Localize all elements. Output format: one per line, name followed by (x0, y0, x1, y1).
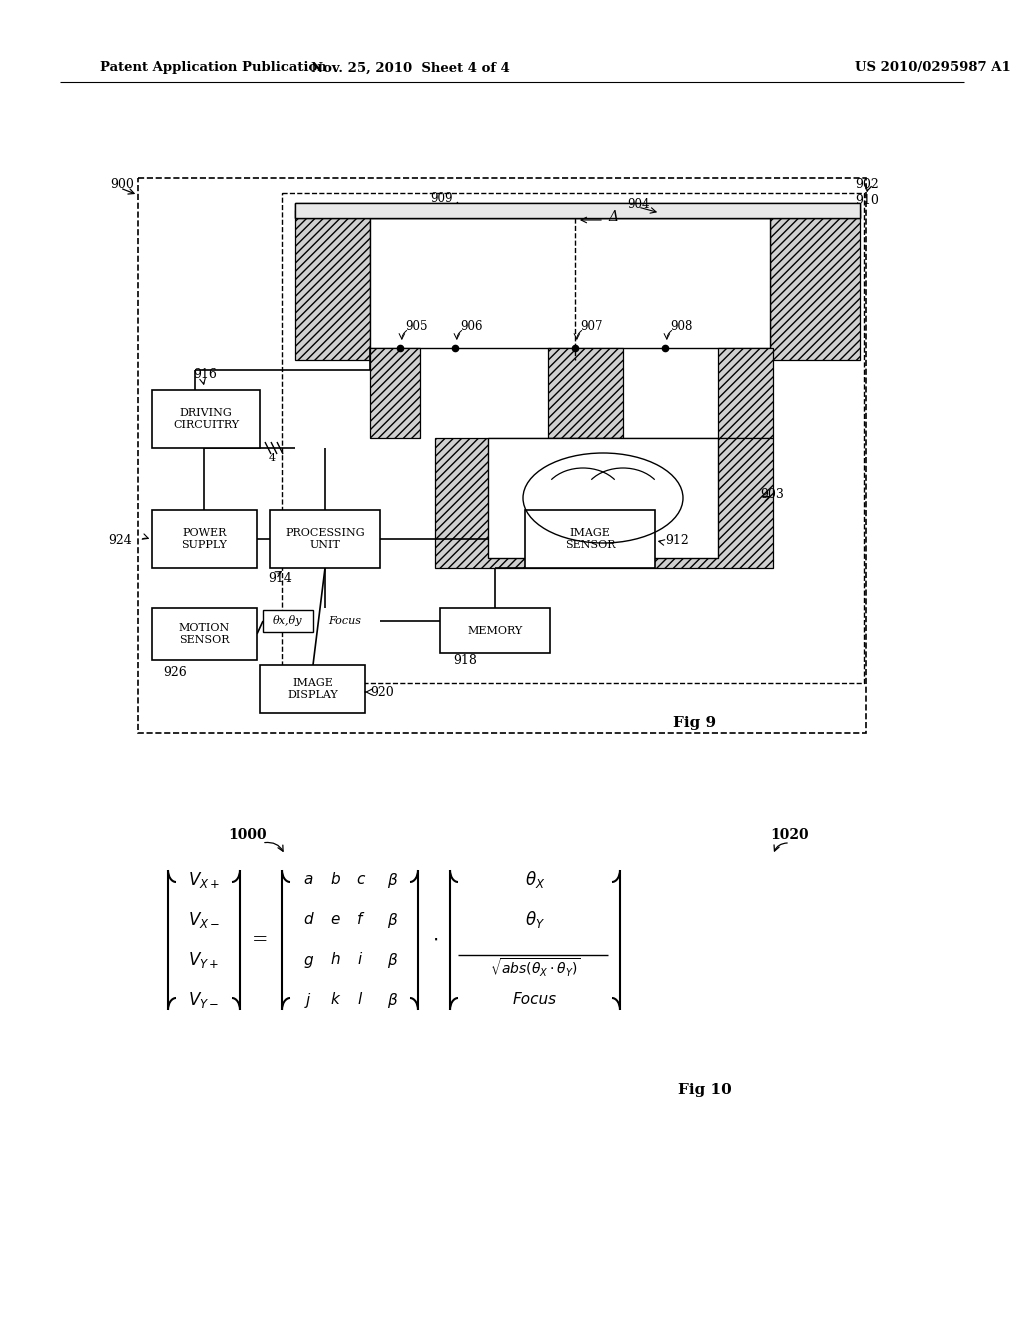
Bar (435, 438, 773, 568)
Text: 910: 910 (855, 194, 879, 206)
Text: Fig 10: Fig 10 (678, 1082, 732, 1097)
Text: Patent Application Publication: Patent Application Publication (100, 62, 327, 74)
Text: 912: 912 (665, 533, 689, 546)
Text: 904: 904 (627, 198, 649, 211)
Text: h: h (330, 953, 340, 968)
Text: $V_{X-}$: $V_{X-}$ (188, 909, 220, 931)
Bar (282, 193, 864, 682)
Bar (270, 510, 380, 568)
Text: $\beta$: $\beta$ (387, 950, 398, 969)
Text: IMAGE
DISPLAY: IMAGE DISPLAY (287, 678, 338, 700)
Text: f: f (357, 912, 362, 928)
Bar (152, 510, 257, 568)
Text: e: e (331, 912, 340, 928)
Bar (440, 609, 550, 653)
Text: θx,θy: θx,θy (273, 615, 303, 627)
Text: 906: 906 (460, 319, 482, 333)
Text: 908: 908 (670, 319, 692, 333)
Bar (548, 348, 623, 438)
Text: c: c (355, 873, 365, 887)
Text: g: g (303, 953, 312, 968)
Text: i: i (357, 953, 362, 968)
Text: $\sqrt{abs(\theta_X \cdot \theta_Y)}$: $\sqrt{abs(\theta_X \cdot \theta_Y)}$ (489, 957, 581, 979)
Text: 916: 916 (194, 367, 217, 380)
Text: b: b (330, 873, 340, 887)
Text: 1020: 1020 (771, 828, 809, 842)
Text: MOTION
SENSOR: MOTION SENSOR (179, 623, 230, 644)
Text: j: j (306, 993, 310, 1007)
Bar (295, 210, 370, 360)
Text: $\theta_Y$: $\theta_Y$ (525, 909, 545, 931)
Text: 905: 905 (406, 319, 427, 333)
Text: 903: 903 (760, 488, 784, 502)
Text: Focus: Focus (513, 993, 557, 1007)
Text: 1000: 1000 (228, 828, 267, 842)
Text: 918: 918 (453, 653, 477, 667)
Bar (263, 610, 313, 632)
Text: =: = (252, 931, 268, 949)
Text: POWER
SUPPLY: POWER SUPPLY (181, 528, 227, 550)
Text: Fig 9: Fig 9 (674, 715, 717, 730)
Bar (718, 348, 773, 438)
Bar (770, 210, 860, 360)
Text: Δ: Δ (608, 210, 618, 224)
Text: d: d (303, 912, 312, 928)
Text: 909: 909 (430, 193, 453, 206)
Text: US 2010/0295987 A1: US 2010/0295987 A1 (855, 62, 1011, 74)
Text: 920: 920 (370, 685, 394, 698)
Bar (152, 609, 257, 660)
Text: 4: 4 (268, 453, 275, 463)
Text: $\beta$: $\beta$ (387, 911, 398, 929)
Text: $V_{Y-}$: $V_{Y-}$ (188, 990, 219, 1010)
Text: 902: 902 (855, 178, 879, 191)
Text: 900: 900 (110, 178, 134, 191)
Text: 924: 924 (109, 533, 132, 546)
Text: a: a (303, 873, 312, 887)
Text: 914: 914 (268, 572, 292, 585)
Bar (370, 218, 770, 348)
Text: $\cdot$: $\cdot$ (432, 931, 438, 949)
Text: PROCESSING
UNIT: PROCESSING UNIT (286, 528, 365, 550)
Text: MEMORY: MEMORY (467, 626, 522, 635)
Bar (488, 438, 718, 558)
Bar (525, 510, 655, 568)
Bar (260, 665, 365, 713)
Text: k: k (331, 993, 339, 1007)
Text: IMAGE
SENSOR: IMAGE SENSOR (565, 528, 615, 550)
Text: $\beta$: $\beta$ (387, 870, 398, 890)
Text: $V_{X+}$: $V_{X+}$ (188, 870, 220, 890)
Bar (138, 178, 866, 733)
Text: DRIVING
CIRCUITRY: DRIVING CIRCUITRY (173, 408, 239, 430)
Text: Nov. 25, 2010  Sheet 4 of 4: Nov. 25, 2010 Sheet 4 of 4 (310, 62, 509, 74)
Text: $V_{Y+}$: $V_{Y+}$ (188, 950, 219, 970)
Bar (152, 389, 260, 447)
Bar (295, 203, 860, 218)
Text: Focus: Focus (329, 616, 361, 626)
Text: 926: 926 (163, 665, 186, 678)
Text: 907: 907 (580, 319, 602, 333)
Text: l: l (357, 993, 362, 1007)
Text: $\theta_X$: $\theta_X$ (525, 870, 545, 891)
Bar (295, 203, 860, 218)
Bar (370, 348, 420, 438)
Text: $\beta$: $\beta$ (387, 990, 398, 1010)
